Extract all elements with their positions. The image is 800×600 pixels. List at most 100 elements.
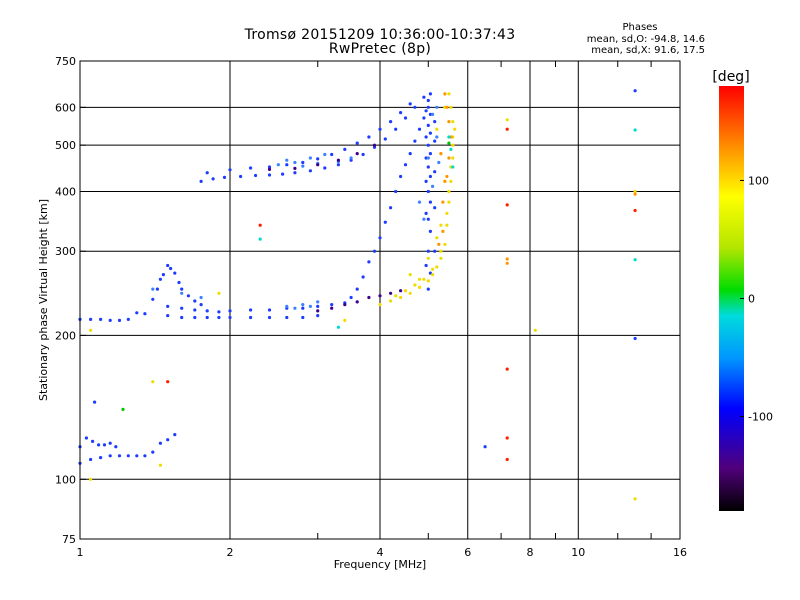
phase-data-point [372,143,377,147]
phase-data-point [330,303,334,307]
phase-data-point [431,267,435,271]
phase-data-point [439,256,443,260]
phase-data-point [449,179,453,183]
phase-data-point [355,300,359,304]
phase-data-point [431,184,435,188]
phase-data-point [435,105,439,109]
phase-data-point [193,299,197,303]
phase-data-point [293,160,297,165]
phase-data-point [97,443,101,447]
x-tick-label: 1 [77,546,84,559]
phase-data-point [428,200,432,204]
phase-data-point [399,174,403,179]
y-tick-label: 500 [55,139,76,152]
phase-data-point [267,173,272,177]
phase-data-point [403,289,408,293]
phase-data-point [161,273,165,277]
phase-data-point [435,236,439,240]
phase-stats-title: Phases [622,22,658,33]
phase-data-point [316,163,320,167]
phase-data-point [426,249,430,253]
phase-data-point [426,105,430,109]
phase-data-point [217,315,221,320]
phase-data-point [428,229,432,233]
phase-data-point [383,137,387,141]
phase-data-point [533,328,537,332]
phase-data-point [301,306,305,310]
phase-data-point [301,164,305,168]
phase-data-point [505,457,509,462]
phase-data-point [408,152,412,156]
phase-data-point [433,249,437,253]
phase-data-point [205,171,209,175]
phase-data-point [426,98,430,103]
phase-data-point [378,236,382,240]
phase-data-point [443,179,447,183]
y-tick-label: 100 [55,473,76,486]
phase-data-point [443,92,447,96]
phase-data-point [228,309,232,313]
phase-data-point [633,128,637,132]
phase-data-point [166,314,170,318]
phase-data-point [91,439,95,443]
phase-data-point [633,208,637,213]
y-tick-label: 750 [55,55,76,68]
phase-data-point [323,166,327,170]
phase-data-point [451,165,455,169]
phase-data-point [447,120,451,124]
phase-stats-o-mode: mean, sd,O: -94.8, 14.6 [586,34,705,45]
phase-data-point [258,223,262,227]
phase-data-point [301,315,305,320]
colorbar-tick-label: 0 [748,293,755,306]
phase-data-point [428,131,432,135]
phase-data-point [249,315,253,320]
phase-data-point [151,380,155,384]
phase-data-point [422,95,426,99]
phase-data-point [186,294,190,298]
phase-data-point [413,139,417,143]
chart-subtitle: RwPretec (8p) [328,41,432,57]
phase-data-point [99,456,103,460]
phase-data-point [439,223,443,227]
phase-data-point [267,165,272,169]
phase-data-point [505,203,509,207]
phase-data-point [408,273,412,277]
phase-data-point [441,200,445,204]
phase-data-point [389,120,393,124]
phase-data-point [193,308,197,312]
phase-data-point [447,200,451,204]
phase-data-point [361,152,365,157]
phase-data-point [316,300,320,304]
phase-data-point [445,223,449,227]
phase-data-point [426,189,430,194]
phase-data-point [417,127,422,131]
phase-data-point [135,311,139,315]
phase-data-point [193,315,197,320]
y-tick-label: 300 [55,245,76,258]
phase-data-point [389,299,393,303]
phase-data-point [394,189,398,194]
phase-data-point [89,317,93,321]
phase-data-point [285,315,289,320]
phase-data-point [426,279,430,283]
phase-data-point [199,295,203,300]
phase-data-point [166,263,170,268]
phase-data-point [505,257,509,261]
phase-data-point [166,380,170,384]
phase-data-point [143,312,147,316]
phase-data-point [422,217,426,221]
grid-lines [79,61,681,539]
phase-data-point [308,169,312,173]
phase-data-point [180,306,184,310]
phase-data-point [378,127,382,131]
phase-data-point [633,89,637,93]
phase-data-point [166,438,170,442]
phase-data-point [417,285,422,289]
phase-data-point [383,220,387,224]
phase-data-point [431,273,435,277]
phase-data-point [505,118,509,122]
phase-data-point [222,175,227,179]
phase-data-point [316,314,320,318]
phase-data-point [426,143,430,147]
